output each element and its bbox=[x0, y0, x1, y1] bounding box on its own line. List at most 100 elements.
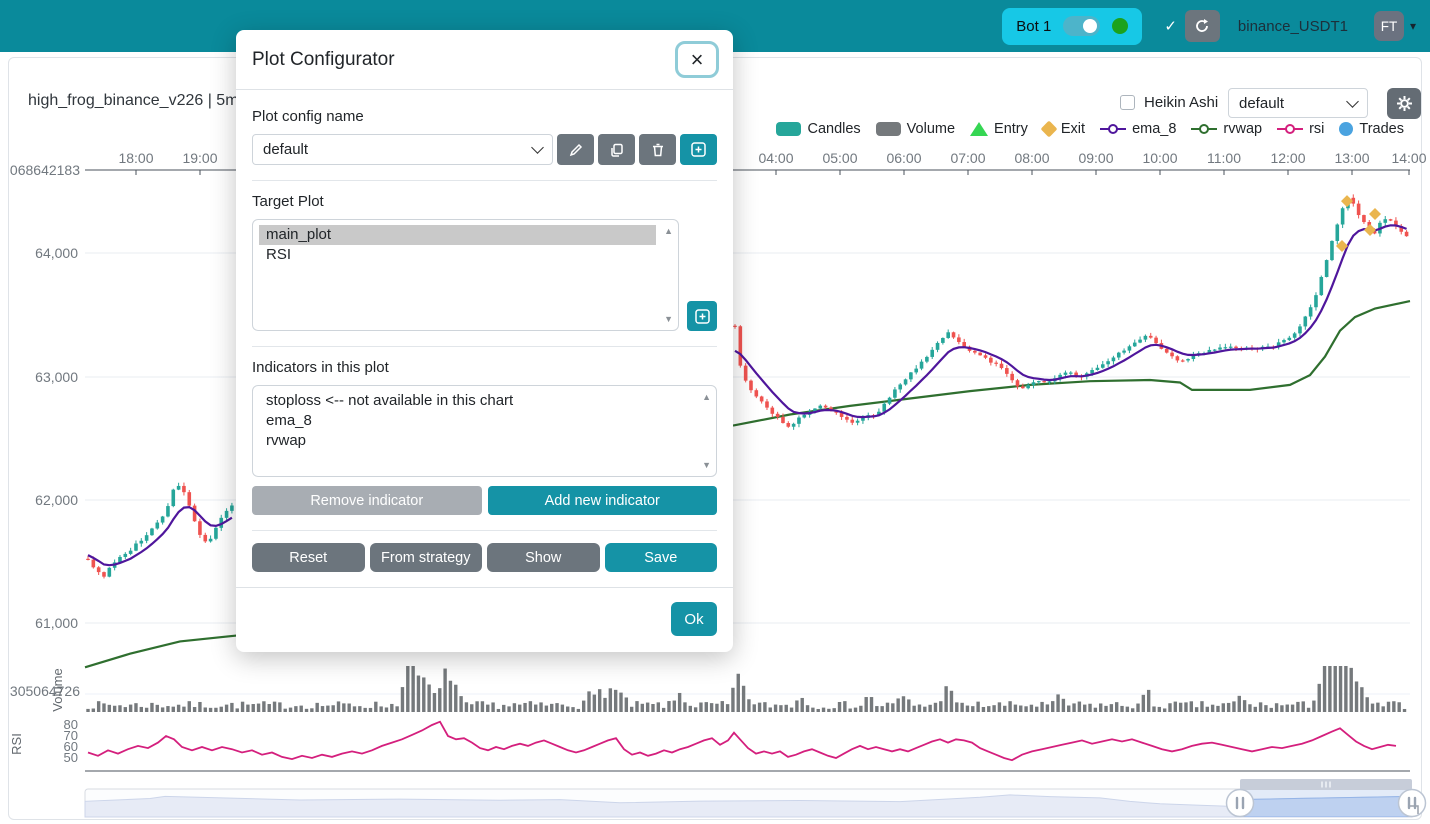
target-plot-listbox[interactable]: ▲ ▼ main_plot RSI bbox=[252, 219, 679, 331]
svg-text:80: 80 bbox=[64, 717, 78, 732]
indicators-listbox[interactable]: ▲ ▼ stoploss <-- not available in this c… bbox=[252, 385, 717, 477]
modal-body: Plot config name default bbox=[236, 90, 733, 572]
modal-footer: Ok bbox=[236, 587, 733, 652]
list-item[interactable]: RSI bbox=[266, 246, 292, 263]
list-item[interactable]: main_plot bbox=[259, 225, 656, 245]
rvwap-swatch-icon bbox=[1191, 122, 1218, 136]
svg-text:10:00: 10:00 bbox=[1142, 150, 1177, 166]
legend-item-rsi[interactable]: rsi bbox=[1277, 121, 1324, 137]
ema_8-swatch-icon bbox=[1100, 122, 1127, 136]
volume-swatch-icon bbox=[875, 122, 901, 136]
svg-text:06:00: 06:00 bbox=[886, 150, 921, 166]
chart-title: high_frog_binance_v226 | 5m bbox=[28, 92, 239, 109]
scroll-down-icon[interactable]: ▼ bbox=[664, 314, 673, 324]
svg-text:63,000: 63,000 bbox=[35, 369, 78, 385]
avatar[interactable]: FT bbox=[1373, 11, 1404, 41]
refresh-button[interactable] bbox=[1184, 10, 1220, 42]
datazoom-right-handle[interactable] bbox=[1397, 788, 1427, 818]
legend-label: rsi bbox=[1309, 121, 1325, 137]
heikin-ashi-checkbox[interactable] bbox=[1120, 95, 1135, 110]
plot-config-select-value: default bbox=[1239, 94, 1285, 112]
legend-label: Candles bbox=[807, 121, 861, 137]
svg-text:305064726: 305064726 bbox=[10, 683, 80, 699]
chevron-down-icon bbox=[1346, 94, 1359, 108]
legend-item-ema_8[interactable]: ema_8 bbox=[1100, 121, 1176, 137]
datazoom-left-handle[interactable] bbox=[1225, 788, 1255, 818]
config-name-select-value: default bbox=[263, 141, 309, 158]
duplicate-config-button[interactable] bbox=[598, 134, 635, 165]
rename-config-button[interactable] bbox=[557, 134, 594, 165]
plot-settings-button[interactable] bbox=[1387, 88, 1421, 119]
scroll-up-icon[interactable]: ▲ bbox=[702, 392, 711, 402]
close-button[interactable]: × bbox=[675, 41, 719, 78]
scroll-down-icon[interactable]: ▼ bbox=[702, 460, 711, 470]
add-config-button[interactable] bbox=[680, 134, 717, 165]
add-new-indicator-button[interactable]: Add new indicator bbox=[487, 486, 717, 515]
svg-text:70: 70 bbox=[64, 728, 78, 743]
svg-text:18:00: 18:00 bbox=[118, 150, 153, 166]
delete-config-button[interactable] bbox=[639, 134, 676, 165]
svg-text:12:00: 12:00 bbox=[1270, 150, 1305, 166]
toggle-knob bbox=[1083, 19, 1098, 33]
plot-configurator-modal: Plot Configurator × Plot config name def… bbox=[236, 30, 733, 652]
indicators-label: Indicators in this plot bbox=[252, 359, 389, 376]
divider bbox=[252, 180, 717, 181]
svg-text:64,000: 64,000 bbox=[35, 245, 78, 261]
indicator-buttons-row: Remove indicator Add new indicator bbox=[252, 486, 717, 515]
entry-swatch-icon bbox=[970, 122, 989, 136]
legend-label: ema_8 bbox=[1132, 121, 1177, 137]
reset-button[interactable]: Reset bbox=[252, 543, 365, 572]
bot-online-status-dot bbox=[1112, 18, 1129, 34]
chevron-down-icon[interactable]: ▾ bbox=[1409, 19, 1416, 33]
plot-config-select[interactable]: default bbox=[1228, 88, 1368, 118]
modal-header: Plot Configurator × bbox=[236, 30, 733, 90]
save-button[interactable]: Save bbox=[604, 543, 717, 572]
target-plot-label: Target Plot bbox=[252, 193, 324, 210]
svg-text:RSI: RSI bbox=[9, 733, 24, 755]
svg-text:04:00: 04:00 bbox=[758, 150, 793, 166]
heikin-ashi-label: Heikin Ashi bbox=[1144, 94, 1219, 111]
heikin-ashi-control: Heikin Ashi bbox=[1120, 94, 1218, 111]
bot-selector[interactable]: Bot 1 bbox=[1002, 7, 1143, 45]
legend-item-entry[interactable]: Entry bbox=[970, 121, 1028, 137]
svg-text:068642183: 068642183 bbox=[10, 162, 80, 178]
check-icon: ✓ bbox=[1164, 18, 1177, 35]
plus-square-icon bbox=[691, 142, 706, 157]
show-button[interactable]: Show bbox=[487, 543, 600, 572]
svg-text:13:00: 13:00 bbox=[1334, 150, 1369, 166]
chevron-down-icon bbox=[531, 141, 544, 154]
modal-title: Plot Configurator bbox=[252, 48, 395, 70]
from-strategy-button[interactable]: From strategy bbox=[369, 543, 482, 572]
scroll-up-icon[interactable]: ▲ bbox=[664, 226, 673, 236]
legend-item-exit[interactable]: Exit bbox=[1040, 120, 1085, 138]
legend-label: Entry bbox=[994, 121, 1028, 137]
legend-item-candles[interactable]: Candles bbox=[776, 121, 861, 137]
bot-toggle[interactable] bbox=[1063, 16, 1101, 36]
list-item[interactable]: ema_8 bbox=[266, 412, 312, 429]
svg-text:09:00: 09:00 bbox=[1078, 150, 1113, 166]
svg-text:Volume: Volume bbox=[50, 668, 65, 711]
svg-text:50: 50 bbox=[64, 750, 78, 765]
legend-item-rvwap[interactable]: rvwap bbox=[1191, 121, 1262, 137]
bot-name-label: Bot 1 bbox=[1016, 17, 1052, 35]
ok-button[interactable]: Ok bbox=[671, 602, 717, 636]
trash-icon bbox=[652, 143, 663, 156]
svg-text:11:00: 11:00 bbox=[1207, 150, 1241, 166]
legend-label: Trades bbox=[1359, 121, 1404, 137]
svg-text:19:00: 19:00 bbox=[182, 150, 217, 166]
legend-item-trades[interactable]: Trades bbox=[1339, 121, 1404, 137]
plot-config-name-row: default bbox=[252, 134, 717, 165]
list-item[interactable]: rvwap bbox=[266, 432, 307, 449]
svg-text:60: 60 bbox=[64, 739, 78, 754]
list-item[interactable]: stoploss <-- not available in this chart bbox=[266, 392, 514, 409]
legend-item-volume[interactable]: Volume bbox=[875, 121, 956, 137]
trades-swatch-icon bbox=[1339, 122, 1354, 136]
svg-text:14:00: 14:00 bbox=[1391, 150, 1426, 166]
config-name-select[interactable]: default bbox=[252, 134, 553, 165]
svg-text:61,000: 61,000 bbox=[35, 615, 78, 631]
legend-label: Volume bbox=[906, 121, 956, 137]
add-plot-button[interactable] bbox=[687, 301, 717, 331]
remove-indicator-button[interactable]: Remove indicator bbox=[252, 486, 482, 515]
